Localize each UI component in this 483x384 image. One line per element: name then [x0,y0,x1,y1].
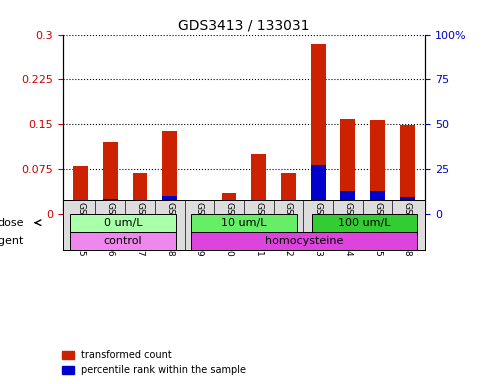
Bar [192,200,207,214]
Text: GSM240526: GSM240526 [106,202,115,257]
Text: 100 um/L: 100 um/L [339,218,391,228]
Title: GDS3413 / 133031: GDS3413 / 133031 [178,18,310,32]
Bar [103,142,118,214]
Legend: transformed count, percentile rank within the sample: transformed count, percentile rank withi… [58,346,250,379]
Text: GSM240531: GSM240531 [254,202,263,257]
Text: GSM240527: GSM240527 [136,202,144,257]
Bar [370,120,385,214]
Bar [311,165,326,214]
Bar [192,207,207,214]
Text: agent: agent [0,236,24,246]
Text: homocysteine: homocysteine [265,236,343,246]
Text: control: control [104,236,142,246]
Bar [251,203,266,214]
Bar [341,119,355,214]
Bar [311,43,326,214]
Bar [281,173,296,214]
Bar [370,191,385,214]
Text: GSM240530: GSM240530 [225,202,234,257]
Bar [222,209,237,214]
Bar [132,173,147,214]
Text: GSM240528: GSM240528 [165,202,174,257]
Bar [73,166,88,214]
Bar [103,199,118,214]
Text: GSM240533: GSM240533 [313,202,323,257]
Text: GSM240525: GSM240525 [76,202,85,257]
Bar [400,197,414,214]
Text: GSM240529: GSM240529 [195,202,204,257]
Text: GSM240534: GSM240534 [343,202,352,257]
Bar [73,208,88,214]
Bar [222,193,237,214]
Bar [251,154,266,214]
Text: 0 um/L: 0 um/L [104,218,142,228]
Bar [281,208,296,214]
Text: GSM240532: GSM240532 [284,202,293,257]
Bar [341,191,355,214]
Bar [132,208,147,214]
Text: dose: dose [0,218,24,228]
Bar [162,131,177,214]
Text: GSM240848: GSM240848 [403,202,412,257]
Text: GSM240535: GSM240535 [373,202,382,257]
Bar [162,196,177,214]
Text: 10 um/L: 10 um/L [221,218,267,228]
Bar [400,125,414,214]
